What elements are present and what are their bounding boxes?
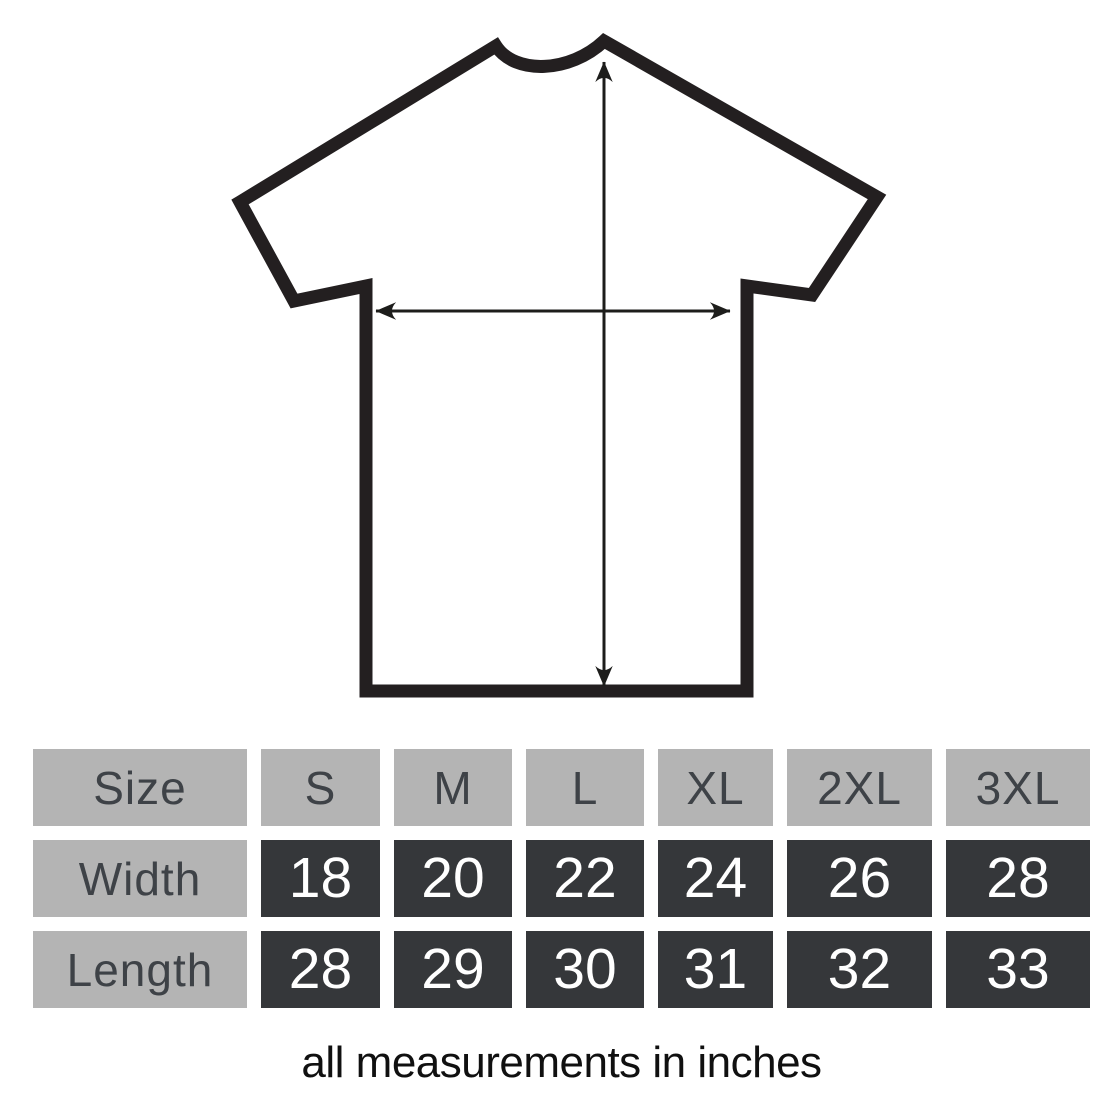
width-value-s: 18 — [261, 840, 380, 917]
length-value-s: 28 — [261, 931, 380, 1008]
length-value-m: 29 — [394, 931, 512, 1008]
length-value-2xl: 32 — [787, 931, 932, 1008]
width-value-3xl: 28 — [946, 840, 1090, 917]
width-value-l: 22 — [526, 840, 644, 917]
size-col-2xl: 2XL — [787, 749, 932, 826]
size-col-m: M — [394, 749, 512, 826]
width-value-2xl: 26 — [787, 840, 932, 917]
width-value-m: 20 — [394, 840, 512, 917]
length-value-3xl: 33 — [946, 931, 1090, 1008]
size-header-cell: Size — [33, 749, 247, 826]
width-row-label: Width — [33, 840, 247, 917]
size-col-3xl: 3XL — [946, 749, 1090, 826]
size-col-xl: XL — [658, 749, 773, 826]
tshirt-diagram — [231, 32, 887, 698]
size-col-s: S — [261, 749, 380, 826]
measurement-note: all measurements in inches — [301, 1038, 822, 1087]
size-col-l: L — [526, 749, 644, 826]
width-value-xl: 24 — [658, 840, 773, 917]
size-table: Size S M L XL 2XL 3XL Width 18 20 22 24 … — [33, 749, 1090, 1008]
length-row-label: Length — [33, 931, 247, 1008]
tshirt-outline-icon — [231, 32, 887, 698]
length-value-xl: 31 — [658, 931, 773, 1008]
length-value-l: 30 — [526, 931, 644, 1008]
